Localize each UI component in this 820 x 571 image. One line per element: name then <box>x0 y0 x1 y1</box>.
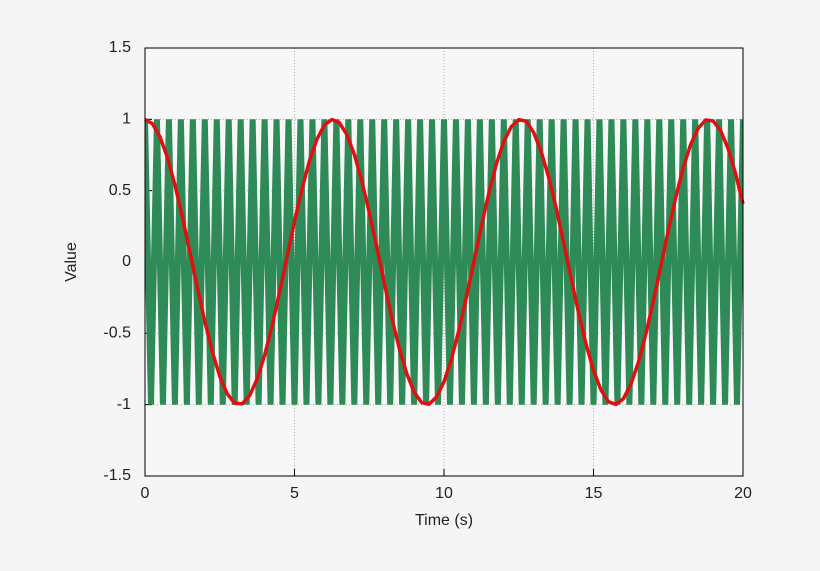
x-tick-label: 5 <box>290 485 299 502</box>
y-tick-label: -1.5 <box>103 467 131 484</box>
y-axis-label: Value <box>63 242 80 282</box>
y-tick-label: 0 <box>122 253 131 270</box>
plot-border <box>144 47 744 477</box>
y-tick-label: -1 <box>117 396 131 413</box>
y-tick-label: 1 <box>122 111 131 128</box>
x-tick-label: 0 <box>141 485 150 502</box>
x-tick-label: 15 <box>585 485 603 502</box>
x-tick-label: 20 <box>734 485 752 502</box>
series-line <box>144 117 745 407</box>
series-line <box>145 119 743 405</box>
x-axis-label: Time (s) <box>415 512 473 529</box>
y-tick-label: -0.5 <box>103 325 131 342</box>
y-tick-label: 1.5 <box>109 39 131 56</box>
x-tick-label: 10 <box>435 485 453 502</box>
y-tick-label: 0.5 <box>109 182 131 199</box>
